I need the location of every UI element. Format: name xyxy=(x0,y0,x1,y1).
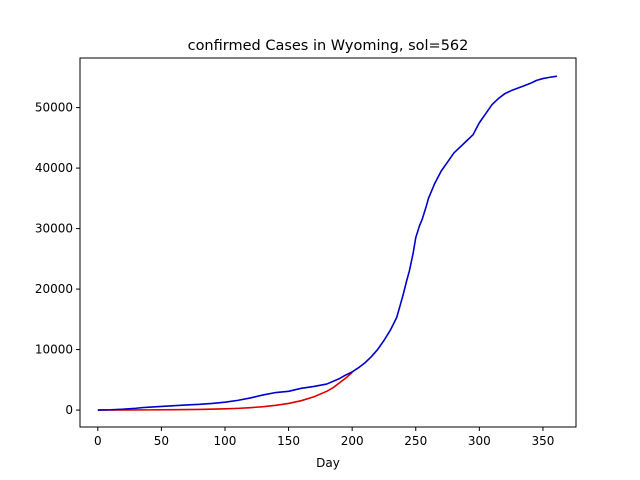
x-axis: 0 50 100 150 200 250 300 350 xyxy=(94,427,554,448)
x-tick-label: 250 xyxy=(404,434,427,448)
y-tick-label: 30000 xyxy=(35,222,73,236)
y-tick-label: 40000 xyxy=(35,161,73,175)
y-tick-label: 50000 xyxy=(35,101,73,115)
x-tick-label: 300 xyxy=(468,434,491,448)
y-tick-label: 20000 xyxy=(35,282,73,296)
plot-area-frame xyxy=(79,57,577,428)
y-axis: 0 10000 20000 30000 40000 50000 xyxy=(35,101,80,417)
x-axis-label: Day xyxy=(316,456,340,470)
y-tick-label: 10000 xyxy=(35,343,73,357)
x-tick-label: 0 xyxy=(94,434,102,448)
y-tick-label: 0 xyxy=(65,403,73,417)
x-tick-label: 350 xyxy=(531,434,554,448)
series-line-1 xyxy=(97,371,353,411)
x-tick-label: 50 xyxy=(154,434,169,448)
series-layer xyxy=(97,75,558,411)
chart-title: confirmed Cases in Wyoming, sol=562 xyxy=(188,38,469,54)
x-tick-label: 200 xyxy=(341,434,364,448)
x-tick-label: 100 xyxy=(214,434,237,448)
series-line-0 xyxy=(97,75,558,411)
x-tick-label: 150 xyxy=(277,434,300,448)
